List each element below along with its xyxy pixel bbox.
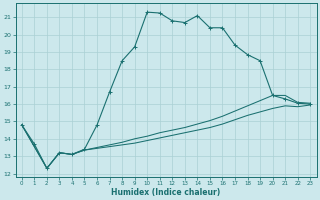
X-axis label: Humidex (Indice chaleur): Humidex (Indice chaleur) (111, 188, 221, 197)
